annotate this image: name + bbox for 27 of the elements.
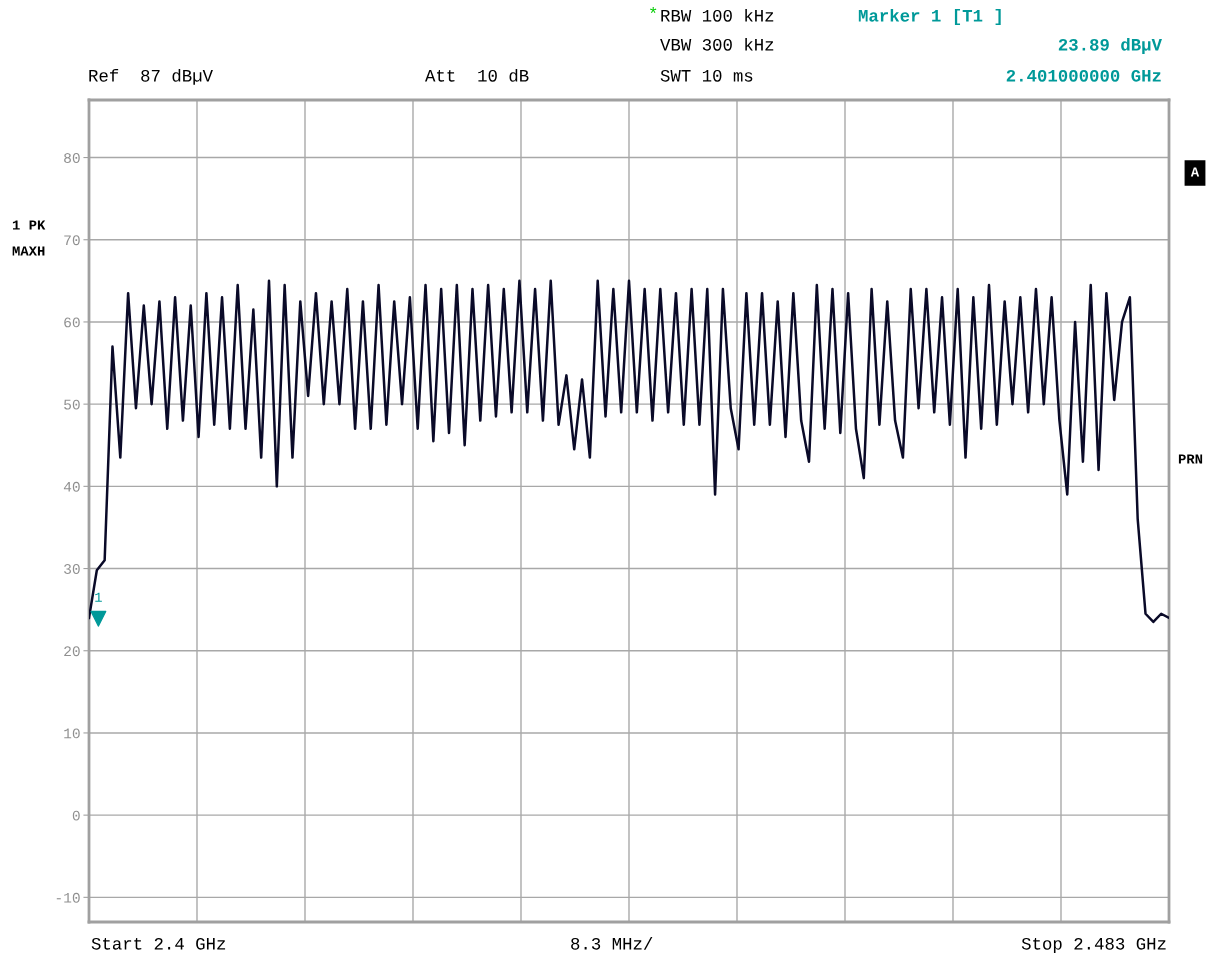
- y-tick-label: 0: [72, 810, 80, 821]
- annotation: 1: [95, 592, 102, 602]
- text: Ref 87 dBµV: [89, 68, 213, 85]
- text: Marker 1 [T1 ]: [858, 8, 1001, 26]
- text: A: [1190, 167, 1200, 177]
- y-tick-label: 20: [64, 646, 80, 657]
- text: Start 2.4 GHz: [91, 937, 226, 950]
- text: MAXH: [12, 246, 45, 256]
- y-tick-label: 60: [64, 317, 80, 328]
- text: Stop 2.483 GHz: [1021, 937, 1166, 954]
- y-tick-label: -10: [56, 892, 80, 903]
- text: RBW 100 kHz: [661, 8, 774, 22]
- text: 2.401000000 GHz: [1006, 69, 1161, 82]
- text: Att 10 dB: [425, 68, 529, 82]
- text: VBW 300 kHz: [660, 37, 774, 51]
- y-tick-label: 80: [64, 153, 80, 163]
- text: PRN: [1178, 454, 1203, 464]
- text: 1 PK: [12, 220, 46, 230]
- y-tick-label: 40: [63, 481, 80, 492]
- y-tick-label: 30: [64, 564, 80, 574]
- text: SWT 10 ms: [660, 69, 753, 82]
- text: 23.89 dBµV: [1058, 37, 1162, 55]
- y-tick-label: 70: [64, 235, 80, 246]
- y-tick-label: 50: [64, 399, 80, 410]
- text: 8.3 MHz/: [571, 936, 653, 950]
- y-tick-label: 10: [64, 728, 80, 739]
- text: *: [650, 6, 657, 14]
